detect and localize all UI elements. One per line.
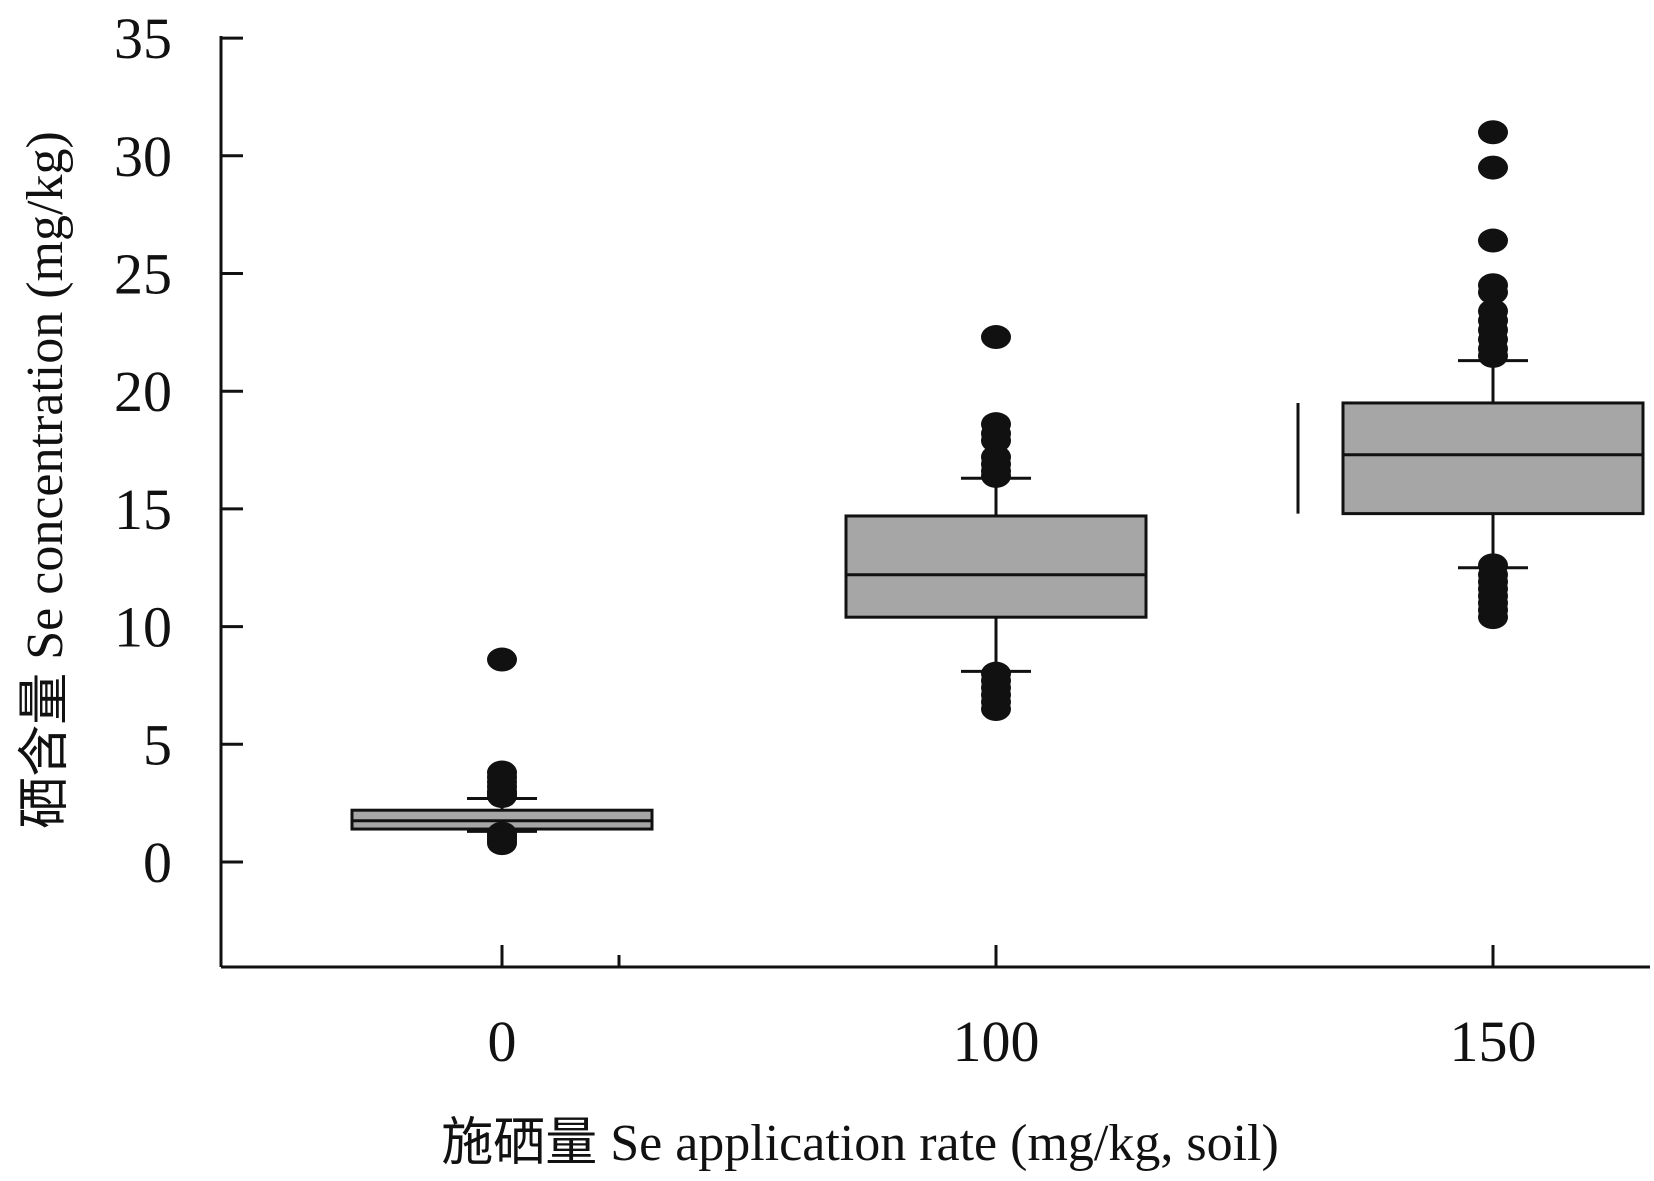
y-tick-label: 15 (114, 477, 172, 542)
outlier-point (981, 325, 1011, 350)
x-tick-label: 100 (953, 1009, 1040, 1074)
y-tick-label: 20 (114, 359, 172, 424)
y-ticks: 0 5 10 15 20 25 30 35 (114, 6, 243, 895)
y-tick-label: 0 (143, 830, 172, 895)
outlier-point (1478, 120, 1508, 145)
y-tick-label: 30 (114, 124, 172, 189)
box-group-100 (844, 325, 1148, 721)
outlier-point (487, 647, 517, 672)
axes (219, 36, 1650, 969)
y-tick-label: 5 (143, 712, 172, 777)
outlier-point (1478, 280, 1508, 305)
x-tick-label: 150 (1450, 1009, 1537, 1074)
y-tick-label: 25 (114, 242, 172, 307)
outlier-point (1478, 605, 1508, 630)
outlier-point (487, 784, 517, 809)
y-tick-label: 10 (114, 595, 172, 660)
plot-area (350, 120, 1645, 856)
y-tick-label: 35 (114, 6, 172, 71)
x-axis-title: 施硒量 Se application rate (mg/kg, soil) (441, 1115, 1279, 1172)
box-iqr (1341, 401, 1645, 516)
outlier-point (487, 831, 517, 856)
outlier-point (981, 696, 1011, 721)
box-group-150 (1341, 120, 1645, 630)
outlier-point (1478, 228, 1508, 253)
box-iqr (844, 514, 1148, 619)
x-ticks: 0 100 150 (488, 945, 1537, 1074)
outlier-point (981, 463, 1011, 488)
y-axis-title: 硒含量 Se concentration (mg/kg) (17, 131, 74, 829)
outlier-point (981, 428, 1011, 453)
outlier-point (1478, 155, 1508, 180)
x-tick-label: 0 (488, 1009, 517, 1074)
outlier-point (1478, 343, 1508, 368)
box-group-0 (350, 647, 654, 856)
